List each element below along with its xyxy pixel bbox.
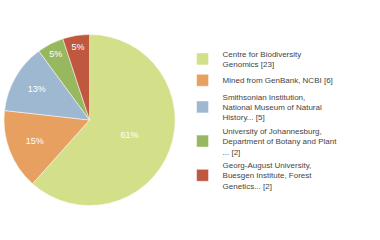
svg-text:Smithsonian Institution,Nation: Smithsonian Institution,National Museum … — [223, 93, 322, 123]
svg-text:Georg-August University,Buesge: Georg-August University,Buesgen Institut… — [223, 161, 313, 191]
svg-text:5%: 5% — [71, 42, 84, 52]
svg-text:5%: 5% — [49, 49, 62, 59]
svg-text:61%: 61% — [121, 130, 139, 140]
svg-text:University of Johannesburg,Dep: University of Johannesburg,Department of… — [223, 127, 338, 157]
svg-text:13%: 13% — [28, 84, 46, 94]
svg-text:Centre for BiodiversityGenomic: Centre for BiodiversityGenomics [23] — [223, 50, 302, 69]
svg-text:Mined from GenBank, NCBI [6]: Mined from GenBank, NCBI [6] — [223, 76, 333, 85]
svg-text:15%: 15% — [26, 136, 44, 146]
